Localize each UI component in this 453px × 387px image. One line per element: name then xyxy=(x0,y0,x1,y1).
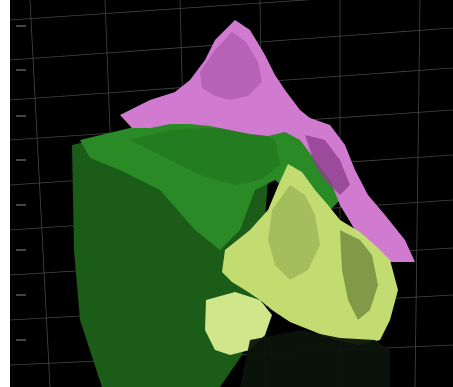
left-axis xyxy=(16,25,26,341)
lower-right-shadow xyxy=(240,330,390,387)
yellow-green-dark-cut xyxy=(340,230,378,320)
render-canvas[interactable] xyxy=(10,0,453,387)
green-top-shading xyxy=(130,128,280,185)
grid-line xyxy=(29,0,51,387)
magenta-shadow-right xyxy=(305,135,350,195)
yellow-green-shadow xyxy=(268,185,320,280)
magenta-shadow xyxy=(200,32,262,100)
scene-svg xyxy=(10,0,453,387)
magenta-peak xyxy=(120,20,415,262)
terrain-model xyxy=(72,20,415,387)
grid-line xyxy=(414,0,421,387)
grid-line xyxy=(10,0,312,21)
